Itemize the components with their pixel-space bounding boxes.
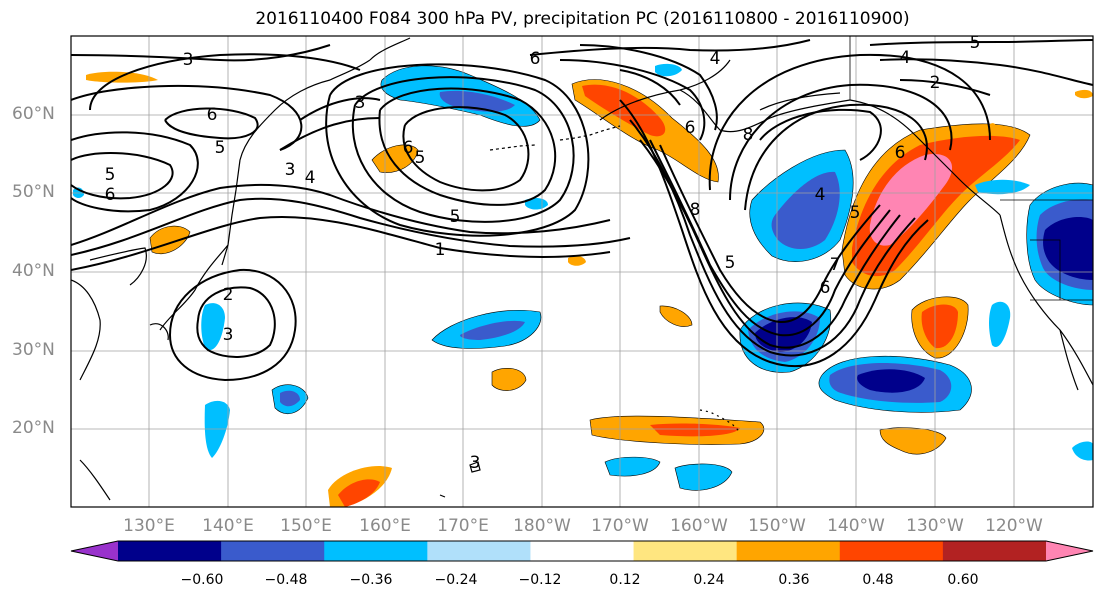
graticule: [71, 36, 1093, 507]
colorbar-tick-label: 0.48: [862, 572, 894, 588]
lat-label-40n: 40°N: [12, 261, 55, 281]
colorbar-segment: [736, 541, 841, 561]
contour-label: 5: [215, 138, 226, 158]
colorbar-tick-label: 0.12: [609, 572, 641, 588]
contour-label: 3: [355, 93, 366, 113]
lat-label-60n: 60°N: [12, 104, 55, 124]
colorbar-segment: [633, 541, 738, 561]
lon-label-140w: 140°W: [827, 516, 885, 536]
contour-label: 1: [435, 240, 446, 260]
colorbar-outline: [70, 540, 1094, 562]
lon-label-170e: 170°E: [437, 516, 489, 536]
colorbar-segment: [427, 541, 531, 561]
contour-labels: 3 6 4 5 2 6 5 6 5 4 5 1 5 3 6 3 6 8 5 4 …: [105, 33, 981, 473]
lon-label-130e: 130°E: [123, 516, 175, 536]
contour-label: 2: [223, 285, 234, 305]
contour-label: 4: [815, 185, 826, 205]
contour-label: 5: [725, 253, 736, 273]
colorbar-segment: [221, 541, 325, 561]
lon-label-150w: 150°W: [748, 516, 806, 536]
country-borders: [849, 36, 1093, 301]
contour-label: 5: [850, 203, 861, 223]
colorbar-tick-label: −0.48: [264, 572, 308, 588]
colorbar-segment: [942, 541, 1047, 561]
contour-label: 8: [690, 200, 701, 220]
precip-shading: [73, 63, 1093, 507]
colorbar-segment: [324, 541, 428, 561]
contour-label: 4: [305, 168, 316, 188]
colorbar-tick-label: −0.12: [518, 572, 562, 588]
contour-label: 5: [415, 148, 426, 168]
colorbar: [70, 540, 1094, 562]
contour-label: 5: [970, 33, 981, 53]
contour-label: 3: [470, 453, 481, 473]
contour-label: 6: [403, 138, 414, 158]
lon-label-170w: 170°W: [591, 516, 649, 536]
colorbar-segment: [839, 541, 944, 561]
lon-label-120w: 120°W: [985, 516, 1043, 536]
contour-label: 6: [530, 49, 541, 69]
contour-label: 3: [183, 50, 194, 70]
colorbar-extend-low: [71, 541, 118, 561]
contour-label: 6: [105, 185, 116, 205]
contour-label: 6: [895, 143, 906, 163]
colorbar-extend-high: [1046, 541, 1093, 561]
contour-label: 7: [830, 255, 841, 275]
lon-label-150e: 150°E: [280, 516, 332, 536]
lat-label-20n: 20°N: [12, 418, 55, 438]
contour-label: 6: [207, 105, 218, 125]
colorbar-tick-label: −0.36: [349, 572, 393, 588]
lon-label-160e: 160°E: [359, 516, 411, 536]
contour-label: 6: [685, 118, 696, 138]
colorbar-segment: [530, 541, 635, 561]
contour-label: 4: [710, 49, 721, 69]
map-title: 2016110400 F084 300 hPa PV, precipitatio…: [255, 9, 910, 29]
contour-label: 5: [105, 165, 116, 185]
colorbar-segment: [118, 541, 222, 561]
coastlines: [71, 37, 1093, 501]
colorbar-tick-label: 0.60: [947, 572, 979, 588]
colorbar-tick-label: 0.24: [693, 572, 725, 588]
contour-label: 3: [223, 325, 234, 345]
lon-label-140e: 140°E: [202, 516, 254, 536]
map-frame: [70, 35, 1094, 508]
colorbar-tick-label: −0.60: [180, 572, 224, 588]
colorbar-tick-label: 0.36: [778, 572, 810, 588]
contour-label: 2: [930, 73, 941, 93]
lon-label-160w: 160°W: [670, 516, 728, 536]
contour-label: 4: [900, 48, 911, 68]
contour-label: 5: [450, 207, 461, 227]
lon-label-130w: 130°W: [906, 516, 964, 536]
contour-label: 3: [285, 160, 296, 180]
lat-label-30n: 30°N: [12, 340, 55, 360]
lat-label-50n: 50°N: [12, 182, 55, 202]
contour-label: 8: [743, 125, 754, 145]
pv-contours: [71, 39, 1093, 382]
contour-label: 6: [820, 278, 831, 298]
colorbar-tick-label: −0.24: [434, 572, 478, 588]
lon-label-180w: 180°W: [513, 516, 571, 536]
